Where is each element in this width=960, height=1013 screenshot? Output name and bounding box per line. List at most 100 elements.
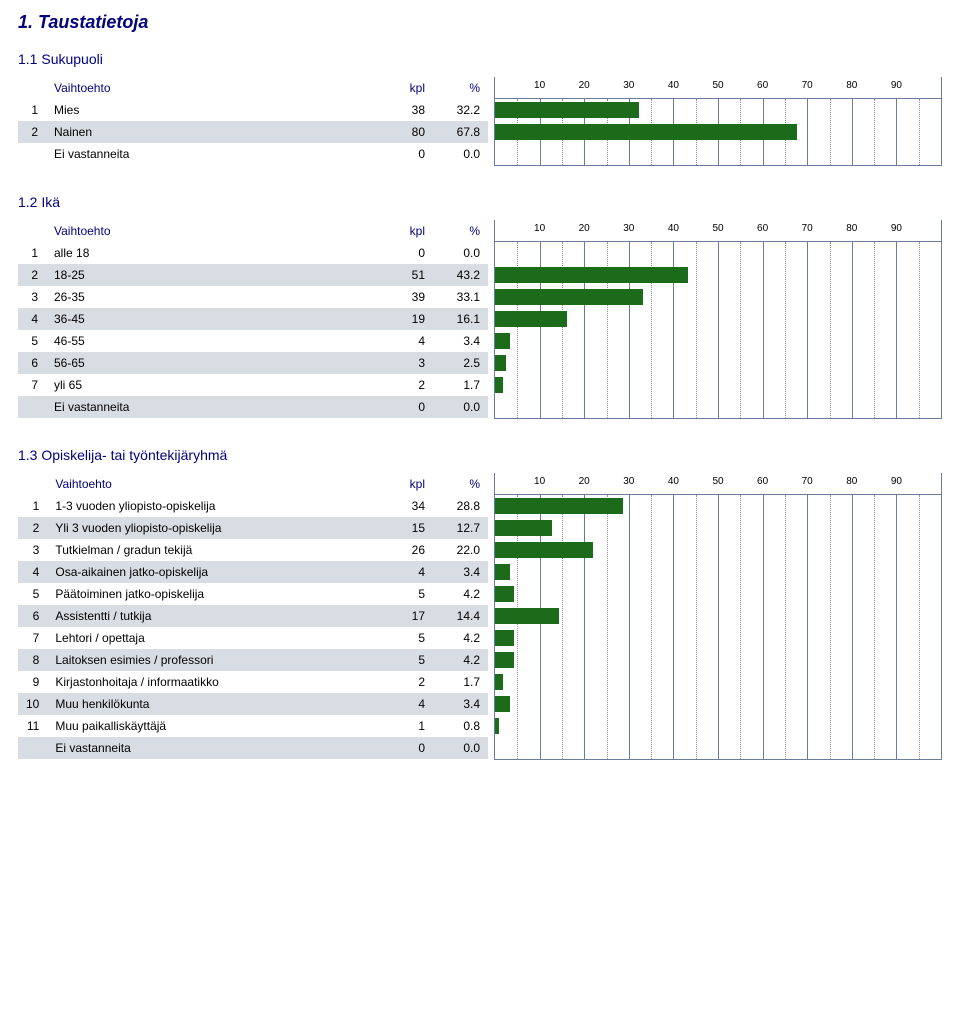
axis-tick-label: 30 — [623, 476, 634, 487]
table-row: 11Muu paikalliskäyttäjä10.8 — [18, 715, 488, 737]
cell-idx: 3 — [18, 286, 46, 308]
chart-row — [495, 605, 941, 627]
cell-idx: 5 — [18, 330, 46, 352]
table-row: 546-5543.4 — [18, 330, 488, 352]
col-pct: % — [433, 473, 488, 495]
cell-kpl: 38 — [378, 99, 433, 121]
axis-tick-label: 60 — [757, 476, 768, 487]
chart-row — [495, 242, 941, 264]
cell-kpl: 17 — [378, 605, 433, 627]
chart-row — [495, 352, 941, 374]
cell-kpl: 5 — [378, 583, 433, 605]
cell-kpl: 2 — [378, 671, 433, 693]
axis-tick-label: 90 — [891, 223, 902, 234]
cell-pct: 67.8 — [433, 121, 488, 143]
chart-bar — [495, 652, 514, 668]
cell-label: Kirjastonhoitaja / informaatikko — [47, 671, 378, 693]
axis-tick-label: 20 — [579, 80, 590, 91]
table-row: 9Kirjastonhoitaja / informaatikko21.7 — [18, 671, 488, 693]
chart-bar — [495, 520, 552, 536]
axis-tick-label: 70 — [802, 80, 813, 91]
chart-axis: 102030405060708090 — [495, 220, 941, 242]
cell-kpl: 0 — [378, 143, 433, 165]
cell-pct: 12.7 — [433, 517, 488, 539]
chart-rows — [495, 242, 941, 418]
cell-label: Ei vastanneita — [46, 143, 378, 165]
table-row: 6Assistentti / tutkija1714.4 — [18, 605, 488, 627]
cell-label: Päätoiminen jatko-opiskelija — [47, 583, 378, 605]
chart-bar — [495, 630, 514, 646]
cell-idx: 1 — [18, 495, 47, 517]
chart-bar — [495, 311, 567, 327]
chart-row — [495, 121, 941, 143]
data-table: Vaihtoehtokpl%11-3 vuoden yliopisto-opis… — [18, 473, 488, 759]
question-section: 1.2 IkäVaihtoehtokpl%1alle 1800.0218-255… — [18, 194, 942, 419]
cell-pct: 0.0 — [433, 143, 488, 165]
cell-kpl: 4 — [378, 561, 433, 583]
cell-label: Osa-aikainen jatko-opiskelija — [47, 561, 378, 583]
chart-rows — [495, 99, 941, 165]
axis-tick-label: 10 — [534, 476, 545, 487]
axis-tick-label: 60 — [757, 80, 768, 91]
cell-pct: 1.7 — [433, 671, 488, 693]
table-row: 8Laitoksen esimies / professori54.2 — [18, 649, 488, 671]
chart-row — [495, 561, 941, 583]
axis-tick-label: 40 — [668, 476, 679, 487]
chart-bar — [495, 586, 514, 602]
cell-pct: 14.4 — [433, 605, 488, 627]
cell-pct: 4.2 — [433, 627, 488, 649]
cell-pct: 0.0 — [433, 242, 488, 264]
question-section: 1.3 Opiskelija- tai työntekijäryhmäVaiht… — [18, 447, 942, 760]
cell-pct: 0.0 — [433, 396, 488, 418]
cell-idx: 7 — [18, 627, 47, 649]
axis-tick-label: 20 — [579, 223, 590, 234]
cell-pct: 0.0 — [433, 737, 488, 759]
table-row: 2Yli 3 vuoden yliopisto-opiskelija1512.7 — [18, 517, 488, 539]
chart-row — [495, 737, 941, 759]
cell-idx: 9 — [18, 671, 47, 693]
data-table: Vaihtoehtokpl%1Mies3832.22Nainen8067.8Ei… — [18, 77, 488, 165]
cell-kpl: 4 — [378, 330, 433, 352]
chart-row — [495, 396, 941, 418]
col-vaihtoehto: Vaihtoehto — [47, 473, 378, 495]
axis-tick-label: 90 — [891, 80, 902, 91]
cell-idx: 6 — [18, 352, 46, 374]
cell-kpl: 51 — [378, 264, 433, 286]
axis-tick-label: 50 — [712, 223, 723, 234]
table-row: 326-353933.1 — [18, 286, 488, 308]
col-pct: % — [433, 220, 488, 242]
cell-label: 18-25 — [46, 264, 378, 286]
cell-kpl: 5 — [378, 627, 433, 649]
cell-idx: 10 — [18, 693, 47, 715]
chart-row — [495, 264, 941, 286]
chart-row — [495, 627, 941, 649]
table-row: 656-6532.5 — [18, 352, 488, 374]
cell-label: Mies — [46, 99, 378, 121]
table-row: 2Nainen8067.8 — [18, 121, 488, 143]
cell-idx: 4 — [18, 308, 46, 330]
chart-bar — [495, 267, 688, 283]
axis-tick-label: 80 — [846, 80, 857, 91]
table-row: 7yli 6521.7 — [18, 374, 488, 396]
cell-pct: 33.1 — [433, 286, 488, 308]
cell-label: Lehtori / opettaja — [47, 627, 378, 649]
question-block: Vaihtoehtokpl%11-3 vuoden yliopisto-opis… — [18, 473, 942, 760]
chart-row — [495, 583, 941, 605]
cell-kpl: 80 — [378, 121, 433, 143]
table-row: 11-3 vuoden yliopisto-opiskelija3428.8 — [18, 495, 488, 517]
cell-idx — [18, 143, 46, 165]
chart-row — [495, 671, 941, 693]
chart-bar — [495, 564, 510, 580]
axis-tick-label: 70 — [802, 476, 813, 487]
section-title: 1.2 Ikä — [18, 194, 942, 210]
cell-pct: 2.5 — [433, 352, 488, 374]
cell-idx: 1 — [18, 99, 46, 121]
chart-row — [495, 693, 941, 715]
cell-idx — [18, 737, 47, 759]
cell-label: Ei vastanneita — [47, 737, 378, 759]
axis-tick-label: 20 — [579, 476, 590, 487]
col-kpl: kpl — [378, 77, 433, 99]
chart-row — [495, 374, 941, 396]
cell-pct: 3.4 — [433, 330, 488, 352]
cell-idx: 7 — [18, 374, 46, 396]
